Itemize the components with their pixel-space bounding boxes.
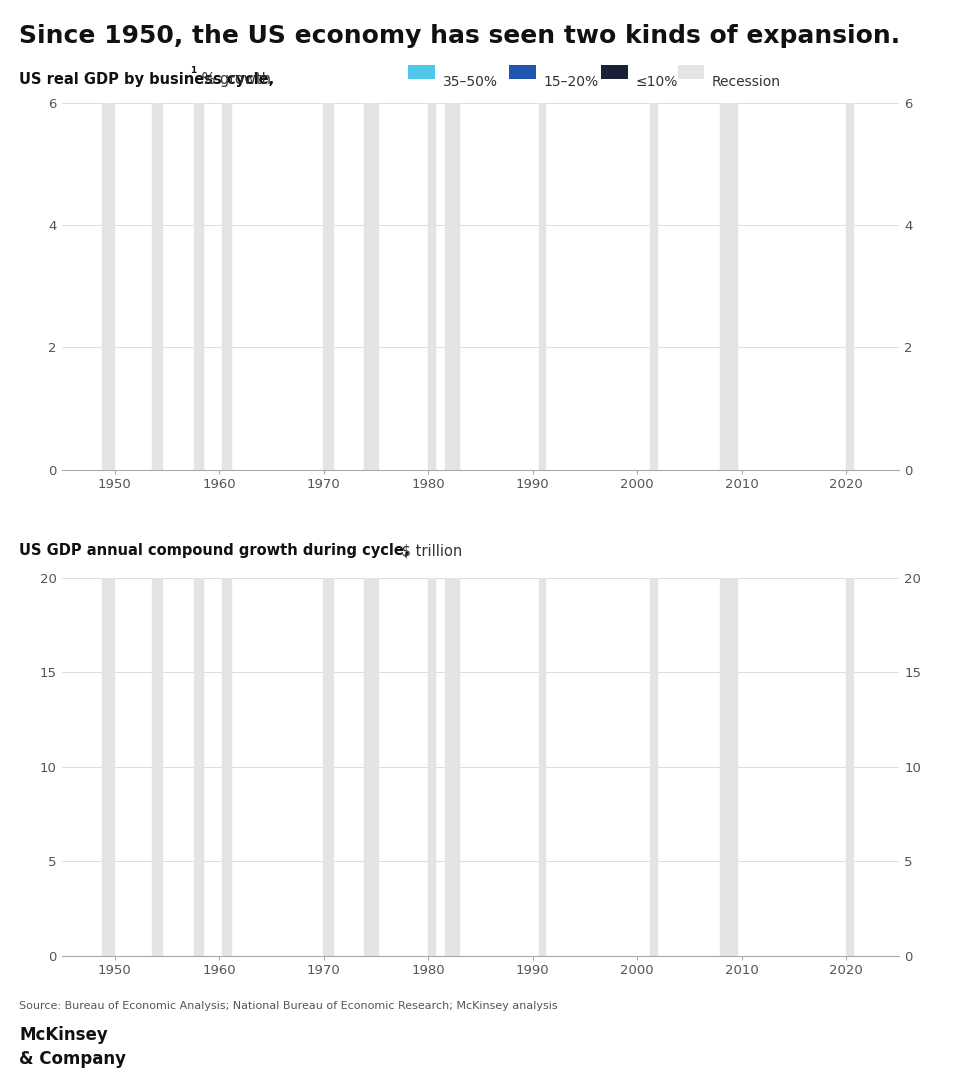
Bar [650,103,657,470]
Bar [539,578,545,956]
Bar [323,103,333,470]
Text: 15–20%: 15–20% [544,75,599,89]
Text: Since 1950, the US economy has seen two kinds of expansion.: Since 1950, the US economy has seen two … [19,24,900,48]
Bar [102,103,113,470]
Bar [650,578,657,956]
Bar [222,578,231,956]
Text: $ trillion: $ trillion [397,543,462,558]
Bar [720,103,736,470]
Bar [429,103,434,470]
Text: Recession: Recession [712,75,781,89]
Bar [364,103,378,470]
Bar [222,103,231,470]
Bar [153,103,161,470]
Text: Source: Bureau of Economic Analysis; National Bureau of Economic Research; McKin: Source: Bureau of Economic Analysis; Nat… [19,1001,557,1011]
Bar [720,578,736,956]
Text: US GDP annual compound growth during cycle,: US GDP annual compound growth during cyc… [19,543,409,558]
Bar [847,578,852,956]
Bar [445,103,458,470]
Text: & Company: & Company [19,1050,126,1068]
Bar [102,578,113,956]
Bar [539,103,545,470]
Text: US real GDP by business cycle,: US real GDP by business cycle, [19,72,275,87]
Text: % growth: % growth [197,72,271,87]
Bar [429,578,434,956]
Bar [847,103,852,470]
Bar [194,578,203,956]
Text: 35–50%: 35–50% [443,75,498,89]
Text: ≤10%: ≤10% [635,75,678,89]
Bar [364,578,378,956]
Bar [323,578,333,956]
Bar [445,578,458,956]
Bar [153,578,161,956]
Bar [194,103,203,470]
Text: 1: 1 [190,66,197,75]
Text: McKinsey: McKinsey [19,1026,108,1044]
